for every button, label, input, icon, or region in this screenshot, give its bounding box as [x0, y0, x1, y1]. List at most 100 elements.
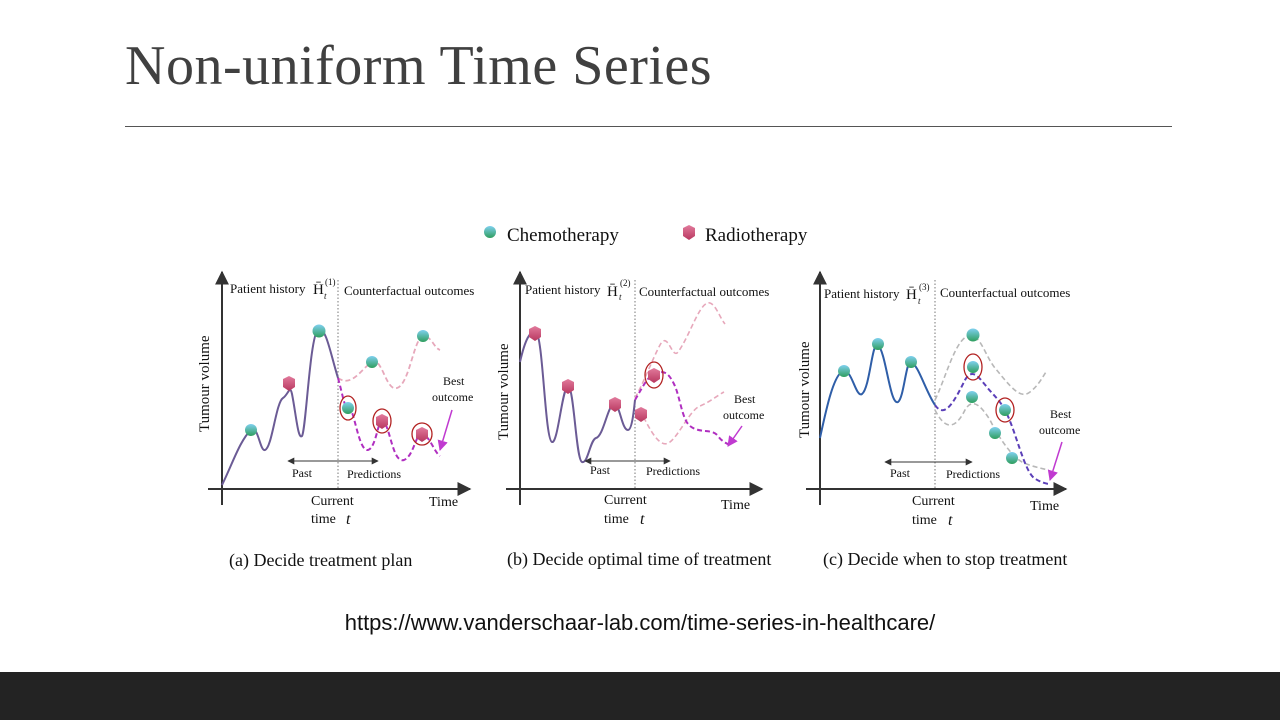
chemo-marker [967, 361, 979, 373]
chemo-marker [366, 356, 378, 368]
time-label: time [311, 512, 336, 527]
highlight-ring [339, 395, 357, 421]
history-sub: t [324, 291, 327, 301]
chemo-marker [966, 328, 980, 342]
alt-outcome-path [639, 391, 725, 445]
radio-marker [648, 368, 660, 383]
predictions-label: Predictions [946, 467, 1000, 481]
history-index: (1) [325, 277, 336, 287]
radio-marker [376, 414, 388, 429]
radio-marker [562, 379, 574, 394]
radio-legend-label: Radiotherapy [705, 225, 808, 246]
grey-outcome-path [934, 334, 1047, 401]
highlight-ring [995, 397, 1015, 423]
history-line [819, 343, 936, 439]
y-axis-label: Tumour volume [797, 341, 813, 438]
chemo-marker [989, 427, 1001, 439]
slide-title: Non-uniform Time Series [125, 35, 713, 97]
chemo-marker [838, 365, 850, 377]
history-sub: t [918, 296, 921, 306]
y-axis-label: Tumour volume [197, 335, 213, 432]
source-link[interactable]: https://www.vanderschaar-lab.com/time-se… [344, 610, 936, 635]
history-sub: t [619, 292, 622, 302]
time-label: time [912, 513, 937, 528]
counterfactual-label: Counterfactual outcomes [940, 285, 1070, 300]
radio-marker [609, 397, 621, 412]
panel-caption: (c) Decide when to stop treatment [823, 549, 1067, 570]
grey-outcome-path [934, 402, 1049, 471]
x-axis-label: Time [721, 498, 750, 513]
footer-bar [0, 672, 1280, 720]
chemo-marker [1006, 452, 1018, 464]
history-line [221, 328, 339, 486]
best-label: Best [1050, 407, 1072, 421]
predictions-label: Predictions [347, 467, 401, 481]
history-index: (3) [919, 282, 930, 292]
chemo-marker [999, 404, 1011, 416]
t-symbol: t [948, 512, 953, 529]
chemo-legend-label: Chemotherapy [507, 225, 619, 246]
chemo-marker [872, 338, 884, 350]
panel-caption: (a) Decide treatment plan [229, 550, 412, 571]
history-symbol: H̄ [906, 287, 917, 303]
best-arrow [727, 425, 743, 447]
counterfactual-label: Counterfactual outcomes [639, 284, 769, 299]
history-label: Patient history [230, 281, 306, 296]
radio-marker [283, 376, 295, 391]
chemo-marker [966, 391, 978, 403]
panel-caption: (b) Decide optimal time of treatment [507, 549, 771, 570]
history-label: Patient history [824, 286, 900, 301]
current-label: Current [604, 493, 647, 508]
highlight-ring [644, 361, 664, 389]
radio-marker [635, 407, 647, 422]
best-outcome-path [934, 373, 1051, 485]
chemo-legend-icon [484, 226, 496, 238]
history-symbol: H̄ [607, 284, 618, 300]
radio-marker [416, 427, 428, 442]
t-symbol: t [346, 511, 351, 528]
counterfactual-label: Counterfactual outcomes [344, 283, 474, 298]
highlight-ring [411, 422, 433, 446]
predictions-label: Predictions [646, 464, 700, 478]
best-outcome-path [634, 371, 733, 447]
highlight-ring [963, 353, 983, 381]
best-arrow [1047, 441, 1063, 482]
time-label: time [604, 512, 629, 527]
radio-legend-icon [683, 225, 695, 240]
panel-a: Tumour volume Patient history H̄ (1) t C… [197, 270, 474, 571]
best-label: outcome [432, 390, 473, 404]
history-label: Patient history [525, 282, 601, 297]
best-outcome-path [337, 377, 441, 462]
panel-c: Tumour volume Patient history H̄ (3) t C… [797, 270, 1080, 570]
chemo-marker [342, 402, 354, 414]
history-symbol: H̄ [313, 282, 324, 298]
best-label: outcome [723, 408, 764, 422]
current-label: Current [311, 494, 354, 509]
radio-marker [529, 326, 541, 341]
best-label: Best [734, 392, 756, 406]
panel-b: Tumour volume Patient history H̄ (2) t C… [496, 270, 771, 570]
past-label: Past [890, 466, 911, 480]
t-symbol: t [640, 511, 645, 528]
x-axis-label: Time [429, 495, 458, 510]
current-label: Current [912, 494, 955, 509]
title-divider [125, 126, 1172, 127]
chemo-marker [417, 330, 429, 342]
best-label: Best [443, 374, 465, 388]
past-label: Past [292, 466, 313, 480]
past-label: Past [590, 463, 611, 477]
chemo-marker [245, 424, 257, 436]
history-line [519, 330, 636, 463]
x-axis-label: Time [1030, 499, 1059, 514]
alt-outcome-path [337, 335, 441, 389]
best-label: outcome [1039, 423, 1080, 437]
chemo-marker [905, 356, 917, 368]
highlight-ring [372, 408, 392, 434]
history-index: (2) [620, 278, 631, 288]
chemo-marker [312, 324, 326, 338]
legend: Chemotherapy Radiotherapy [484, 225, 808, 246]
alt-outcome-path [634, 302, 726, 399]
y-axis-label: Tumour volume [496, 343, 512, 440]
best-arrow [437, 409, 453, 452]
